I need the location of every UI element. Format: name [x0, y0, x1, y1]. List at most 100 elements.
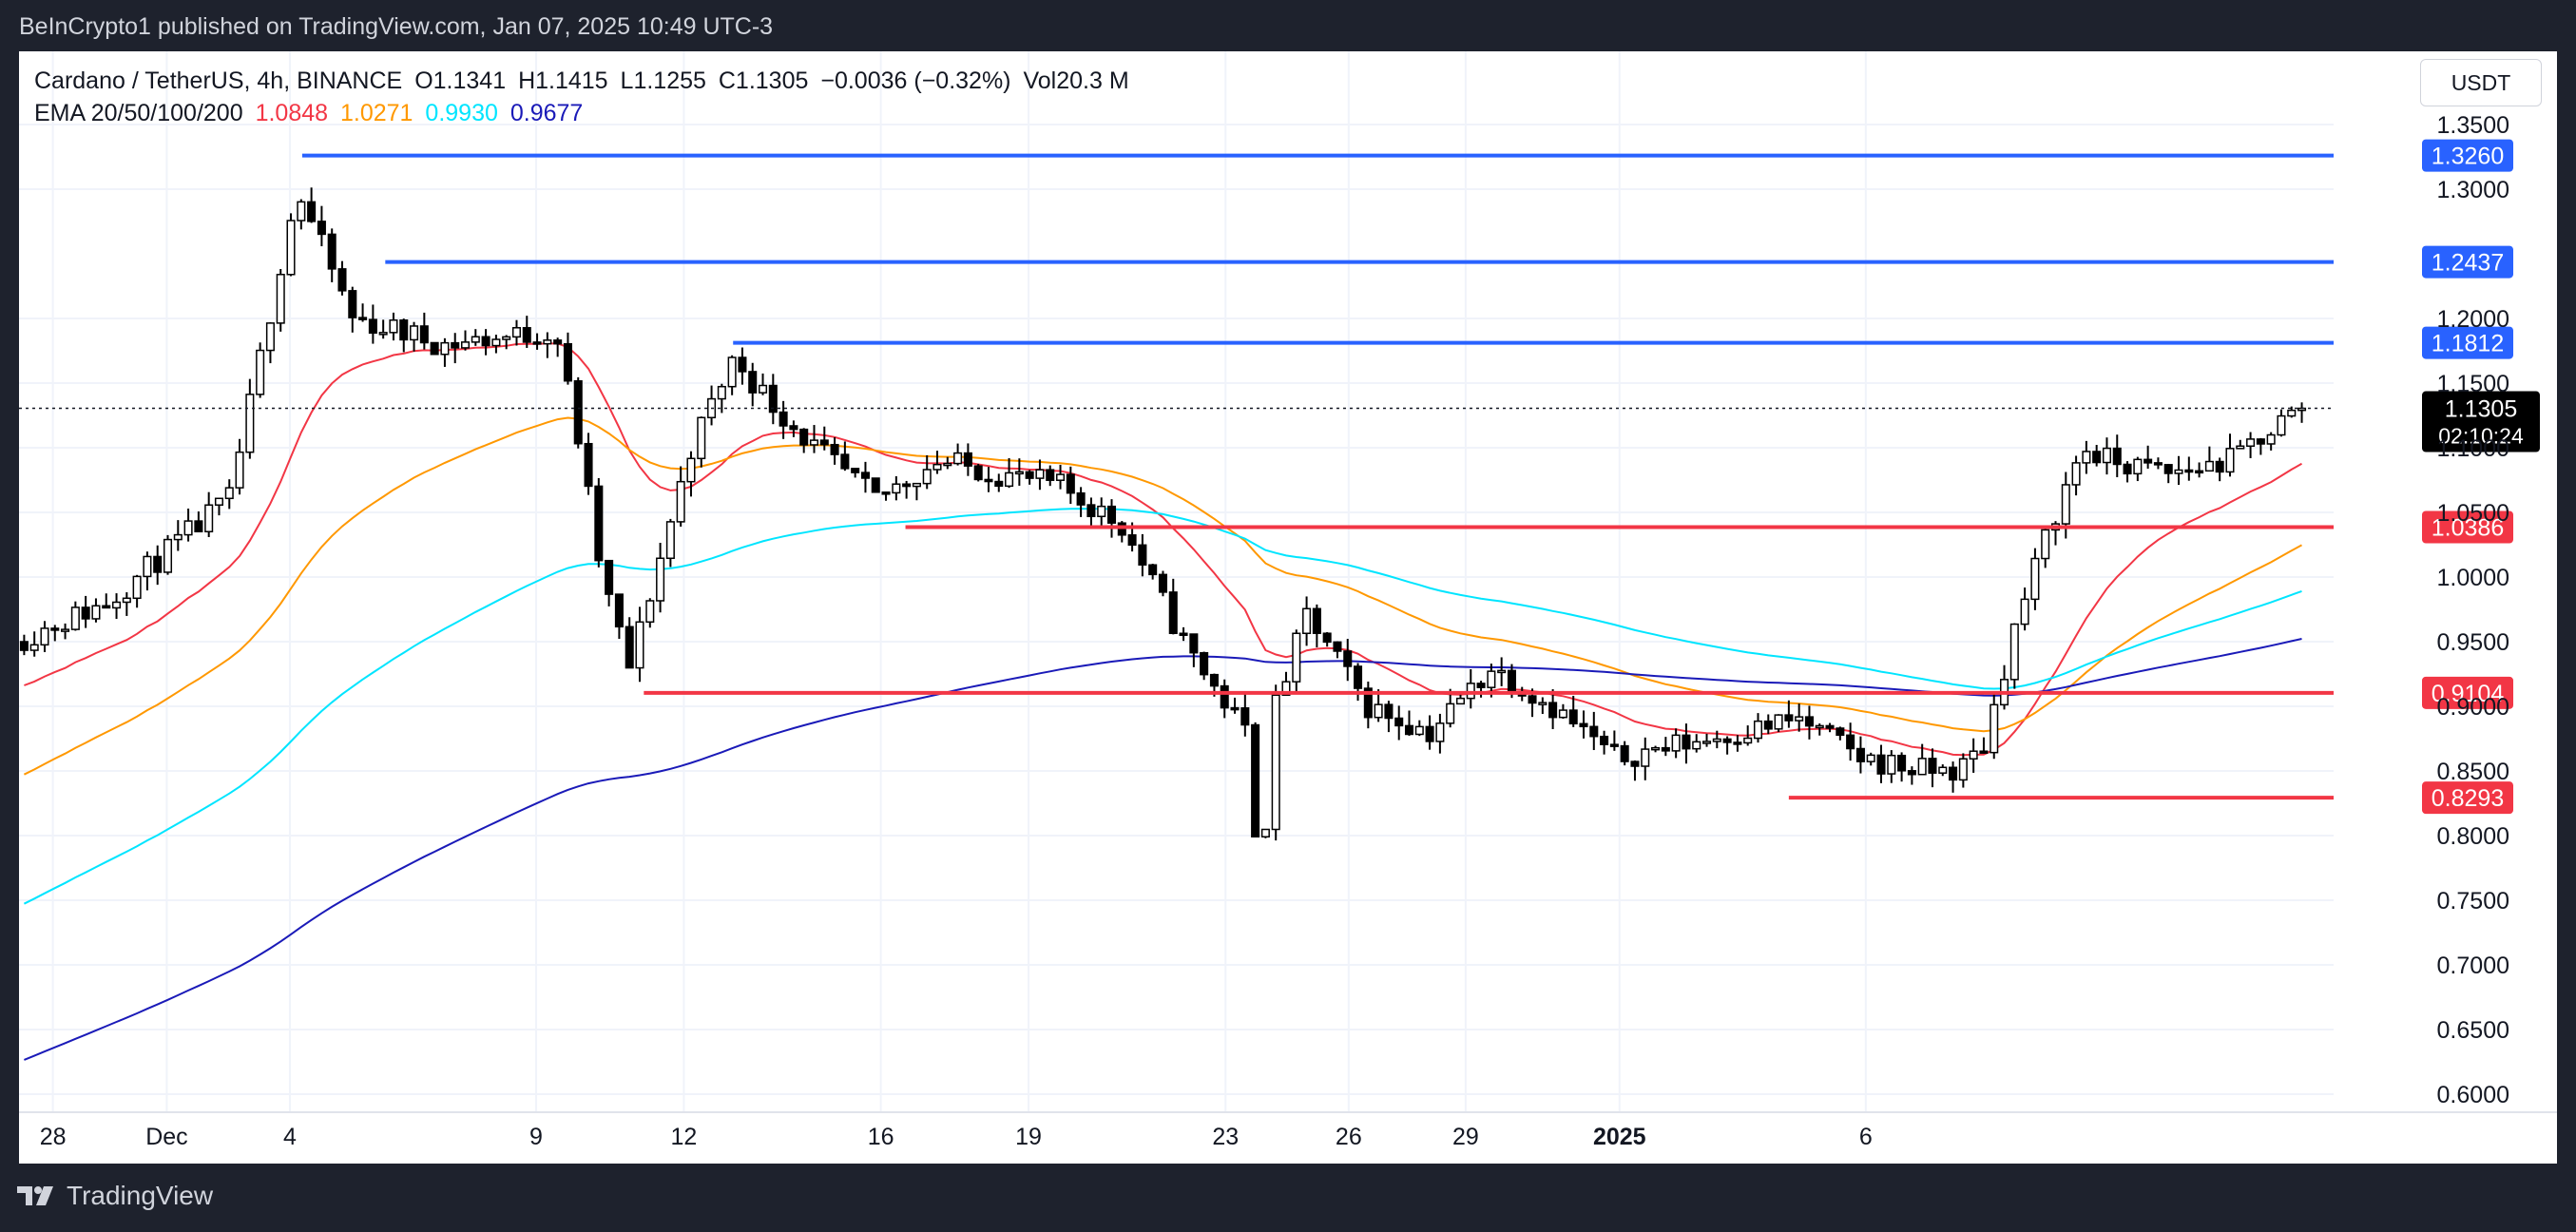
candle-body: [286, 220, 296, 276]
candle-body: [717, 385, 726, 400]
ema-lines: [23, 342, 2302, 1061]
candle-body: [912, 482, 921, 488]
candle-body: [1661, 746, 1670, 752]
footer: TradingView: [17, 1181, 213, 1211]
support-price-tag: [2422, 781, 2513, 815]
candle-body: [1384, 703, 1394, 720]
candle-body: [1958, 758, 1968, 781]
candle-body: [1651, 746, 1661, 751]
candle-body: [1220, 684, 1229, 709]
change-value: −0.0036 (−0.32%): [820, 67, 1011, 94]
candle-body: [1979, 750, 1989, 754]
candle-body: [1158, 573, 1167, 593]
candle-body: [2020, 598, 2029, 626]
candle-body: [2102, 447, 2111, 464]
candle-body: [1907, 770, 1916, 776]
candle-body: [2143, 458, 2153, 464]
x-tick-label: 16: [868, 1124, 894, 1150]
candle-body: [1014, 471, 1024, 475]
ema-title[interactable]: EMA 20/50/100/200: [34, 100, 243, 126]
support-price-tag: [2422, 676, 2513, 709]
candle-body: [1168, 591, 1178, 634]
candle-body: [1938, 766, 1948, 774]
candle-body: [153, 555, 163, 573]
candle-body: [19, 641, 29, 651]
candle-body: [758, 384, 768, 394]
price-chart[interactable]: 1.3260 1.2437 1.1812 1.0386 0.9104 0.8293 1.13…: [19, 51, 2557, 1164]
candle-body: [697, 416, 706, 460]
candle-body: [491, 338, 501, 347]
support-price-label: 0.9104: [2432, 681, 2505, 707]
x-tick-label: 28: [40, 1124, 67, 1150]
ema50-line: [23, 416, 2302, 776]
candle-body: [1990, 703, 1999, 754]
symbol-label[interactable]: Cardano / TetherUS, 4h, BINANCE: [34, 67, 403, 94]
candle-body: [430, 341, 439, 356]
candle-body: [1600, 735, 1609, 745]
candle-body: [2184, 469, 2194, 473]
chart-panel[interactable]: 1.3260 1.2437 1.1812 1.0386 0.9104 0.8293 1.13…: [19, 51, 2557, 1164]
candle-body: [1209, 673, 1219, 687]
candle-body: [245, 394, 255, 453]
x-tick-label: 2025: [1593, 1124, 1646, 1150]
candle-body: [1836, 727, 1845, 737]
grid: [19, 51, 2334, 1112]
candle-body: [1354, 665, 1363, 689]
low-value: L1.1255: [620, 67, 706, 94]
candle-body: [799, 428, 809, 446]
candle-body: [2123, 463, 2132, 475]
candle-body: [1507, 669, 1516, 694]
candle-body: [1722, 738, 1732, 743]
candle-body: [1866, 754, 1875, 762]
candle-body: [871, 477, 880, 493]
candle-body: [892, 483, 901, 494]
candle-body: [532, 341, 542, 345]
candle-body: [1784, 714, 1794, 722]
candle-body: [112, 601, 122, 609]
candle-body: [584, 442, 593, 488]
candle-body: [1230, 706, 1240, 711]
candle-body: [1106, 505, 1117, 524]
candle-body: [440, 341, 450, 356]
candle-body: [1476, 683, 1486, 688]
tradingview-logo-icon[interactable]: [17, 1184, 57, 1207]
x-tick-label: 29: [1452, 1124, 1479, 1150]
candle-body: [265, 322, 275, 352]
y-tick-label: 1.0000: [2437, 565, 2509, 591]
ema50-value: 1.0271: [340, 100, 413, 126]
candle-body: [2092, 451, 2102, 464]
candle-body: [1097, 505, 1106, 518]
candle-body: [2195, 470, 2204, 474]
y-tick-label: 0.8500: [2437, 759, 2509, 785]
candle-body: [1138, 544, 1147, 566]
candle-body: [91, 605, 101, 620]
candle-body: [50, 627, 60, 631]
ema20-value: 1.0848: [255, 100, 329, 126]
candle-body: [2215, 460, 2224, 473]
candle-body: [2277, 414, 2286, 436]
currency-button[interactable]: USDT: [2420, 59, 2542, 106]
candle-body: [1374, 703, 1383, 719]
candle-body: [2287, 409, 2297, 417]
candle-body: [1538, 702, 1548, 705]
candle-body: [963, 452, 972, 467]
ema100-line: [23, 508, 2302, 905]
x-tick-label: 9: [529, 1124, 543, 1150]
candle-body: [1855, 747, 1865, 762]
y-tick-label: 1.1500: [2437, 371, 2509, 397]
candle-body: [665, 521, 675, 560]
x-tick-label: 4: [283, 1124, 297, 1150]
x-tick-label: 6: [1859, 1124, 1873, 1150]
candle-body: [553, 339, 563, 345]
candle-body: [2030, 557, 2040, 601]
footer-brand[interactable]: TradingView: [67, 1181, 214, 1210]
candle-body: [502, 336, 511, 340]
candle-body: [1455, 697, 1466, 705]
candle-body: [1558, 709, 1567, 719]
candle-body: [1200, 651, 1209, 676]
y-tick-label: 1.3000: [2437, 177, 2509, 203]
y-tick-label: 0.9000: [2437, 694, 2509, 721]
candle-body: [451, 341, 460, 349]
candle-body: [984, 478, 993, 483]
candle-body: [1404, 724, 1414, 736]
